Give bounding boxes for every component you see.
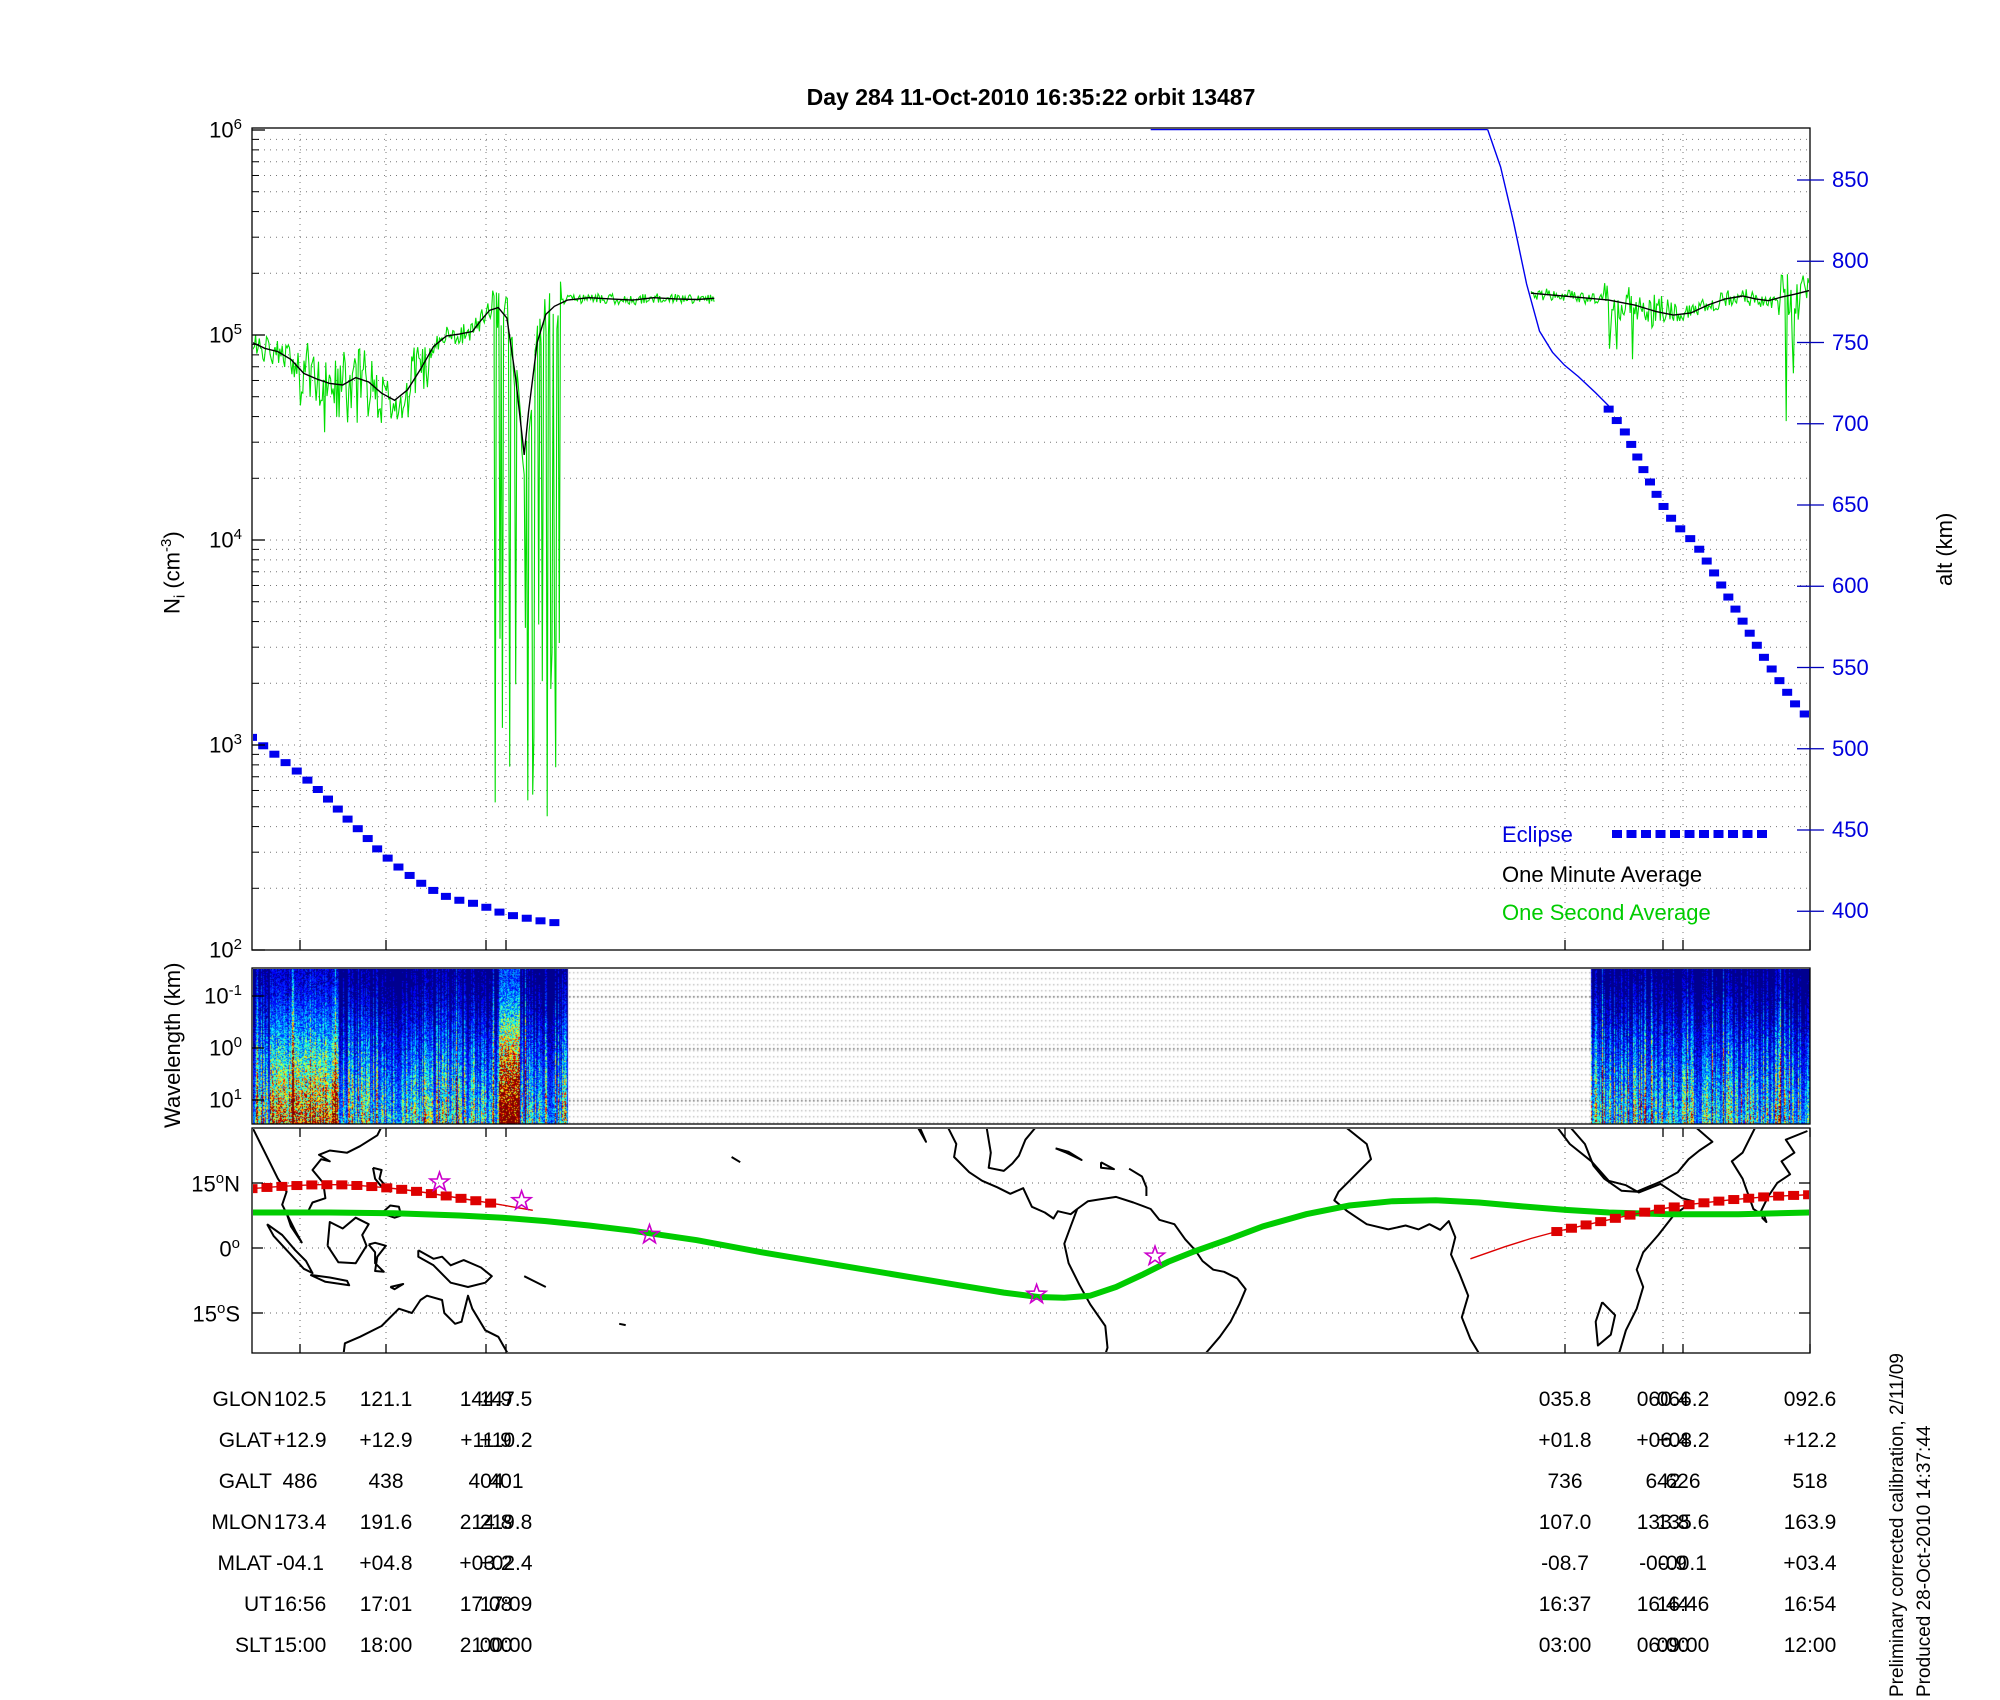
alt-tick-500: 500 xyxy=(1832,735,1869,761)
alt-tick-700: 700 xyxy=(1832,410,1869,436)
footer-row-label-mlat: MLAT xyxy=(217,1552,272,1575)
wavelength-tick-1e1: 101 xyxy=(209,1086,242,1113)
footer-cell-ut-col7: 16:46 xyxy=(1656,1593,1710,1616)
footer-cell-galt-col5: 736 xyxy=(1547,1470,1583,1493)
footer-cell-glat-col2: +12.9 xyxy=(359,1429,413,1452)
footer-cell-mlon-col6: 133.8 xyxy=(1636,1511,1690,1534)
footer-cell-slt-col2: 18:00 xyxy=(359,1634,413,1657)
footer-cell-galt-col1: 486 xyxy=(282,1470,318,1493)
footer-cell-mlat-col1: -04.1 xyxy=(276,1552,324,1575)
footer-row-label-glat: GLAT xyxy=(218,1429,272,1452)
footer-cell-glat-col4: +10.2 xyxy=(479,1429,533,1452)
wavelength-tick-1e0: 100 xyxy=(209,1034,242,1061)
page-title: Day 284 11-Oct-2010 16:35:22 orbit 13487 xyxy=(806,84,1256,110)
ni-tick-1e3: 103 xyxy=(209,731,242,758)
footer-cell-slt-col5: 03:00 xyxy=(1538,1634,1592,1657)
footer-cell-glat-col1: +12.9 xyxy=(273,1429,327,1452)
footer-cell-glat-col7: +08.2 xyxy=(1656,1429,1710,1452)
footer-cell-glon-col8: 092.6 xyxy=(1783,1388,1837,1411)
footer-cell-galt-col3: 404 xyxy=(468,1470,504,1493)
map-lat-tick-15°N: 15oN xyxy=(191,1170,240,1197)
footer-cell-glat-col8: +12.2 xyxy=(1783,1429,1837,1452)
footer-cell-ut-col1: 16:56 xyxy=(273,1593,327,1616)
footer-cell-mlon-col2: 191.6 xyxy=(359,1511,413,1534)
footer-cell-mlat-col4: +02.4 xyxy=(479,1552,533,1575)
alt-axis-label: alt (km) xyxy=(1932,512,1957,586)
footer-cell-ut-col5: 16:37 xyxy=(1538,1593,1592,1616)
footer-cell-mlon-col7: 135.6 xyxy=(1656,1511,1710,1534)
alt-tick-650: 650 xyxy=(1832,492,1869,517)
footer-cell-galt-col7: 626 xyxy=(1665,1470,1701,1493)
alt-tick-600: 600 xyxy=(1832,573,1869,599)
footer-cell-glat-col3: +11.9 xyxy=(460,1429,512,1452)
footer-cell-mlon-col3: 214.8 xyxy=(459,1511,513,1534)
footer-cell-mlat-col2: +04.8 xyxy=(359,1552,413,1575)
footer-cell-glon-col1: 102.5 xyxy=(273,1388,327,1411)
footer-cell-glat-col5: +01.8 xyxy=(1538,1429,1592,1452)
footer-cell-ut-col8: 16:54 xyxy=(1783,1593,1837,1616)
ni-tick-1e6: 106 xyxy=(209,116,242,143)
footer-cell-slt-col4: 00:00 xyxy=(479,1634,533,1657)
footer-row-label-ut: UT xyxy=(244,1593,272,1616)
footer-cell-glon-col5: 035.8 xyxy=(1538,1388,1592,1411)
side-note-calibration: Preliminary corrected calibration, 2/11/… xyxy=(1887,1353,1908,1697)
footer-cell-galt-col6: 642 xyxy=(1645,1470,1681,1493)
footer-cell-mlon-col1: 173.4 xyxy=(273,1511,327,1534)
footer-row-label-galt: GALT xyxy=(218,1470,272,1493)
footer-cell-glon-col2: 121.1 xyxy=(359,1388,413,1411)
footer-cell-ut-col6: 16:44 xyxy=(1636,1593,1690,1616)
alt-tick-450: 450 xyxy=(1832,817,1869,842)
footer-cell-slt-col6: 06:00 xyxy=(1636,1634,1690,1657)
footer-row-label-mlon: MLON xyxy=(211,1511,272,1534)
ni-tick-1e2: 102 xyxy=(209,936,242,963)
footer-cell-galt-col8: 518 xyxy=(1792,1470,1828,1493)
footer-cell-mlon-col8: 163.9 xyxy=(1783,1511,1837,1534)
footer-cell-mlat-col8: +03.4 xyxy=(1783,1552,1837,1575)
footer-cell-galt-col4: 401 xyxy=(488,1470,524,1493)
footer-row-label-slt: SLT xyxy=(235,1634,272,1657)
legend-eclipse-label: Eclipse xyxy=(1502,822,1573,847)
footer-cell-mlat-col3: +03.2 xyxy=(459,1552,513,1575)
footer-cell-mlat-col6: -00.9 xyxy=(1639,1552,1687,1575)
ni-tick-1e5: 105 xyxy=(209,321,242,348)
footer-cell-slt-col7: 09:00 xyxy=(1656,1634,1710,1657)
wavelength-spectrogram xyxy=(253,969,1810,1124)
map-lat-tick-15°S: 15oS xyxy=(192,1299,240,1327)
footer-cell-galt-col2: 438 xyxy=(368,1470,404,1493)
footer-cell-mlat-col5: -08.7 xyxy=(1541,1552,1589,1575)
wavelength-tick-1e-1: 10-1 xyxy=(204,982,242,1009)
ni-tick-1e4: 104 xyxy=(209,526,242,553)
footer-cell-mlon-col4: 219.8 xyxy=(479,1511,533,1534)
alt-tick-400: 400 xyxy=(1832,898,1869,924)
footer-cell-ut-col2: 17:01 xyxy=(359,1593,413,1616)
footer-cell-glat-col6: +06.4 xyxy=(1636,1429,1690,1452)
alt-tick-850: 850 xyxy=(1832,167,1869,192)
footer-cell-mlon-col5: 107.0 xyxy=(1538,1511,1592,1534)
footer-cell-ut-col3: 17:08 xyxy=(459,1593,513,1616)
map-lat-tick-0°: 0o xyxy=(219,1235,240,1262)
legend-one-second-label: One Second Average xyxy=(1502,900,1711,925)
footer-cell-glon-col3: 144.9 xyxy=(459,1388,513,1411)
footer-cell-slt-col1: 15:00 xyxy=(273,1634,327,1657)
footer-row-label-glon: GLON xyxy=(212,1388,272,1411)
footer-cell-slt-col3: 21:00 xyxy=(459,1634,513,1657)
footer-cell-glon-col6: 060.4 xyxy=(1636,1388,1690,1411)
alt-tick-550: 550 xyxy=(1832,654,1869,680)
footer-cell-slt-col8: 12:00 xyxy=(1783,1634,1837,1657)
side-note-produced: Produced 28-Oct-2010 14:37:44 xyxy=(1914,1425,1935,1697)
footer-cell-glon-col4: 147.5 xyxy=(479,1388,533,1411)
footer-cell-ut-col4: 17:09 xyxy=(479,1593,533,1616)
footer-cell-mlat-col7: -00.1 xyxy=(1659,1552,1707,1575)
footer-cell-glon-col7: 066.2 xyxy=(1656,1388,1710,1411)
alt-tick-800: 800 xyxy=(1832,248,1869,274)
alt-tick-750: 750 xyxy=(1832,329,1869,355)
legend-one-minute-label: One Minute Average xyxy=(1502,862,1703,887)
